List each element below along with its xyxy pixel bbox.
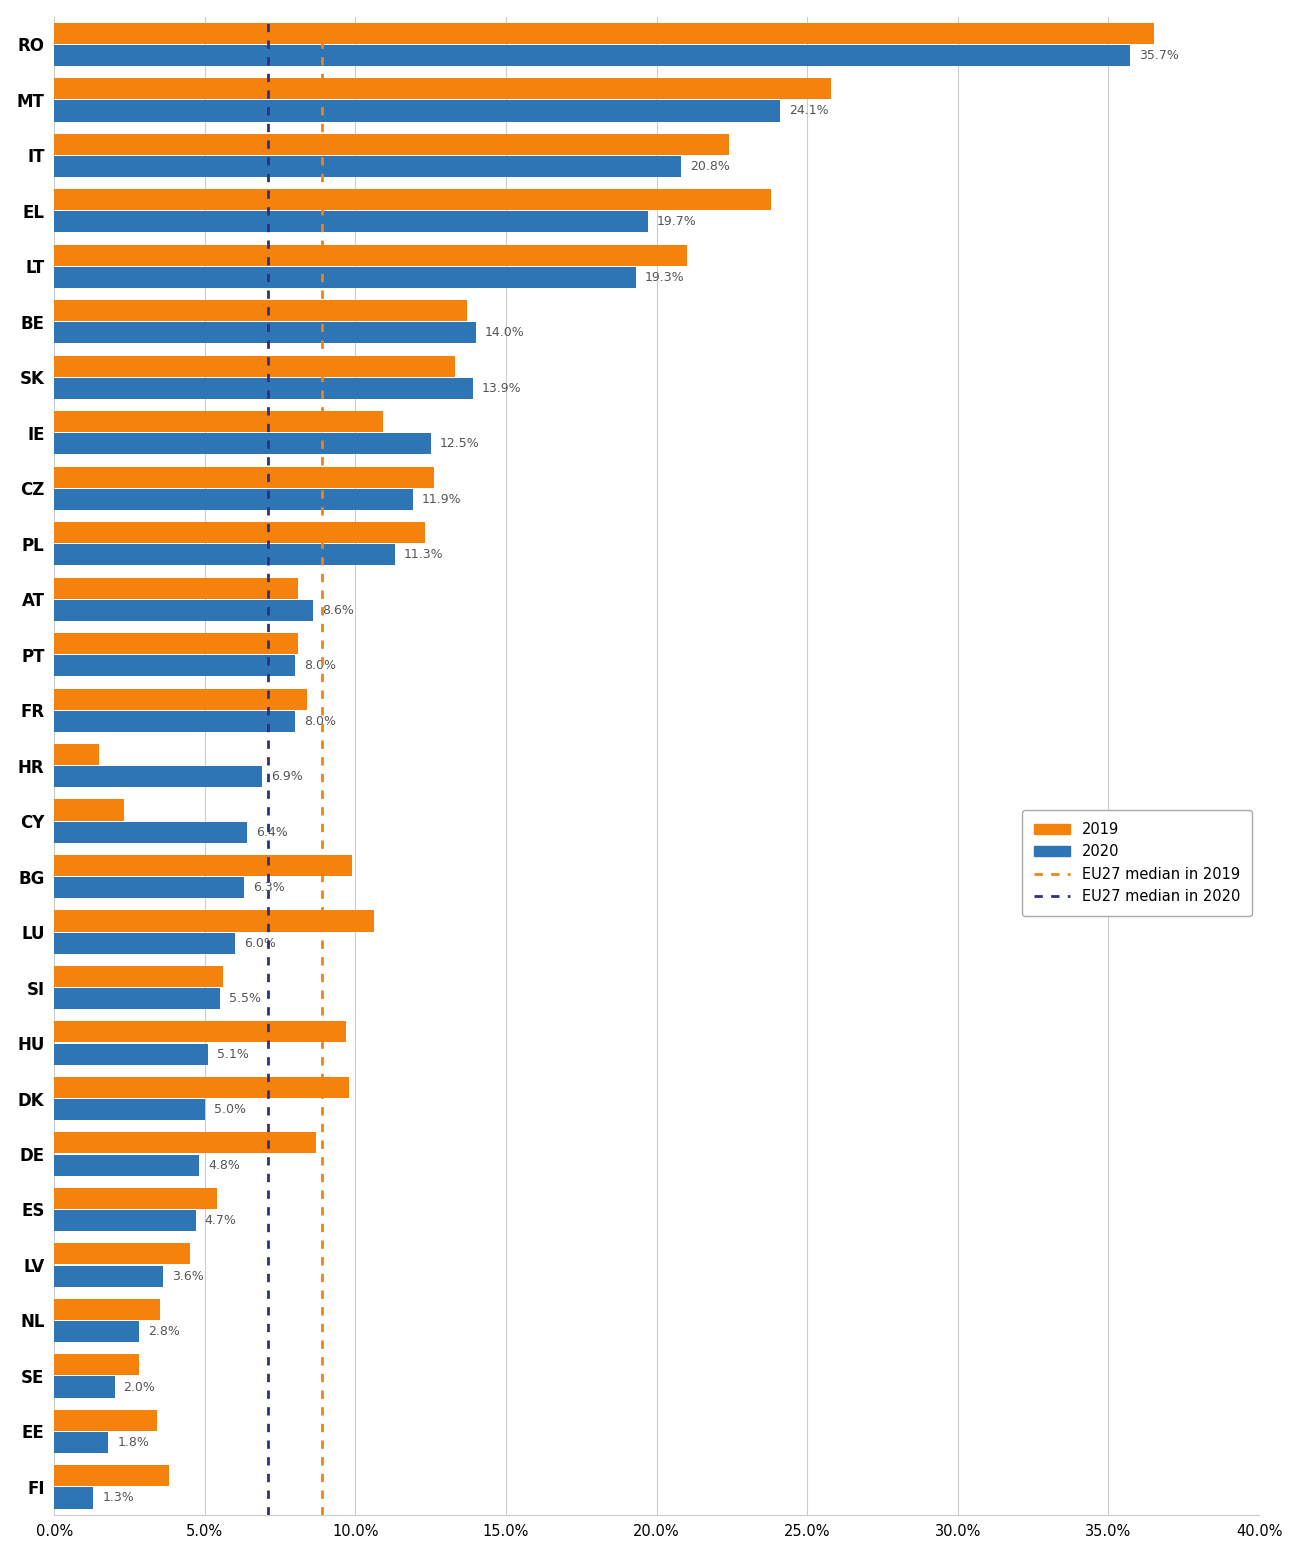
Bar xyxy=(55,655,295,677)
Bar xyxy=(55,988,220,1010)
Bar xyxy=(55,1265,162,1287)
Bar xyxy=(55,1354,139,1376)
Bar xyxy=(55,300,466,321)
Text: 3.6%: 3.6% xyxy=(171,1270,204,1282)
Bar xyxy=(55,688,308,710)
Text: 11.9%: 11.9% xyxy=(422,493,461,506)
Text: 24.1%: 24.1% xyxy=(790,104,829,118)
Text: 6.3%: 6.3% xyxy=(253,881,284,895)
Bar xyxy=(55,411,383,433)
Bar xyxy=(55,1432,109,1453)
Text: 19.3%: 19.3% xyxy=(644,271,685,283)
Bar xyxy=(55,1211,196,1231)
Bar xyxy=(55,1187,217,1209)
Bar xyxy=(55,1377,114,1397)
Bar xyxy=(55,744,100,766)
Bar xyxy=(55,545,395,565)
Text: 13.9%: 13.9% xyxy=(482,381,522,395)
Bar xyxy=(55,1077,349,1099)
Bar xyxy=(55,378,473,398)
Text: 8.6%: 8.6% xyxy=(322,604,355,616)
Text: 6.9%: 6.9% xyxy=(271,770,303,783)
Bar xyxy=(55,190,772,210)
Bar xyxy=(55,1321,139,1343)
Bar xyxy=(55,322,475,344)
Bar xyxy=(55,599,313,621)
Bar xyxy=(55,134,729,154)
Bar xyxy=(55,711,295,731)
Bar xyxy=(55,156,681,177)
Bar xyxy=(55,1155,199,1176)
Bar xyxy=(55,523,425,543)
Bar xyxy=(55,878,244,898)
Bar xyxy=(55,800,123,820)
Bar xyxy=(55,45,1130,65)
Bar xyxy=(55,1299,160,1319)
Text: 35.7%: 35.7% xyxy=(1139,48,1178,62)
Text: 5.1%: 5.1% xyxy=(217,1047,249,1061)
Bar xyxy=(55,23,1154,44)
Bar xyxy=(55,1021,347,1043)
Bar xyxy=(55,1488,94,1508)
Text: 2.0%: 2.0% xyxy=(123,1380,156,1394)
Text: 4.7%: 4.7% xyxy=(205,1214,236,1228)
Bar xyxy=(55,1410,157,1432)
Bar xyxy=(55,822,247,843)
Bar xyxy=(55,356,455,377)
Text: 11.3%: 11.3% xyxy=(404,548,443,562)
Text: 19.7%: 19.7% xyxy=(657,215,696,229)
Bar xyxy=(55,467,434,487)
Bar xyxy=(55,433,431,454)
Bar xyxy=(55,910,374,932)
Text: 6.0%: 6.0% xyxy=(244,937,275,949)
Bar xyxy=(55,212,648,232)
Text: 6.4%: 6.4% xyxy=(256,826,288,839)
Text: 20.8%: 20.8% xyxy=(690,160,730,173)
Bar xyxy=(55,78,831,100)
Text: 8.0%: 8.0% xyxy=(304,714,336,728)
Text: 5.5%: 5.5% xyxy=(229,993,261,1005)
Text: 4.8%: 4.8% xyxy=(208,1159,240,1172)
Text: 8.0%: 8.0% xyxy=(304,660,336,672)
Bar xyxy=(55,1466,169,1486)
Bar xyxy=(55,932,235,954)
Bar xyxy=(55,577,299,599)
Bar xyxy=(55,1044,208,1064)
Bar xyxy=(55,766,262,787)
Text: 14.0%: 14.0% xyxy=(485,327,525,339)
Bar xyxy=(55,1133,317,1153)
Bar xyxy=(55,268,635,288)
Bar xyxy=(55,1099,205,1120)
Bar xyxy=(55,101,781,121)
Bar xyxy=(55,1243,190,1265)
Text: 12.5%: 12.5% xyxy=(440,437,479,450)
Bar xyxy=(55,854,352,876)
Text: 5.0%: 5.0% xyxy=(214,1103,246,1116)
Bar xyxy=(55,244,687,266)
Legend: 2019, 2020, EU27 median in 2019, EU27 median in 2020: 2019, 2020, EU27 median in 2019, EU27 me… xyxy=(1022,811,1252,915)
Text: 2.8%: 2.8% xyxy=(148,1326,179,1338)
Bar xyxy=(55,633,299,654)
Text: 1.3%: 1.3% xyxy=(103,1492,134,1505)
Bar xyxy=(55,489,413,510)
Bar xyxy=(55,966,223,987)
Text: 1.8%: 1.8% xyxy=(117,1436,149,1449)
